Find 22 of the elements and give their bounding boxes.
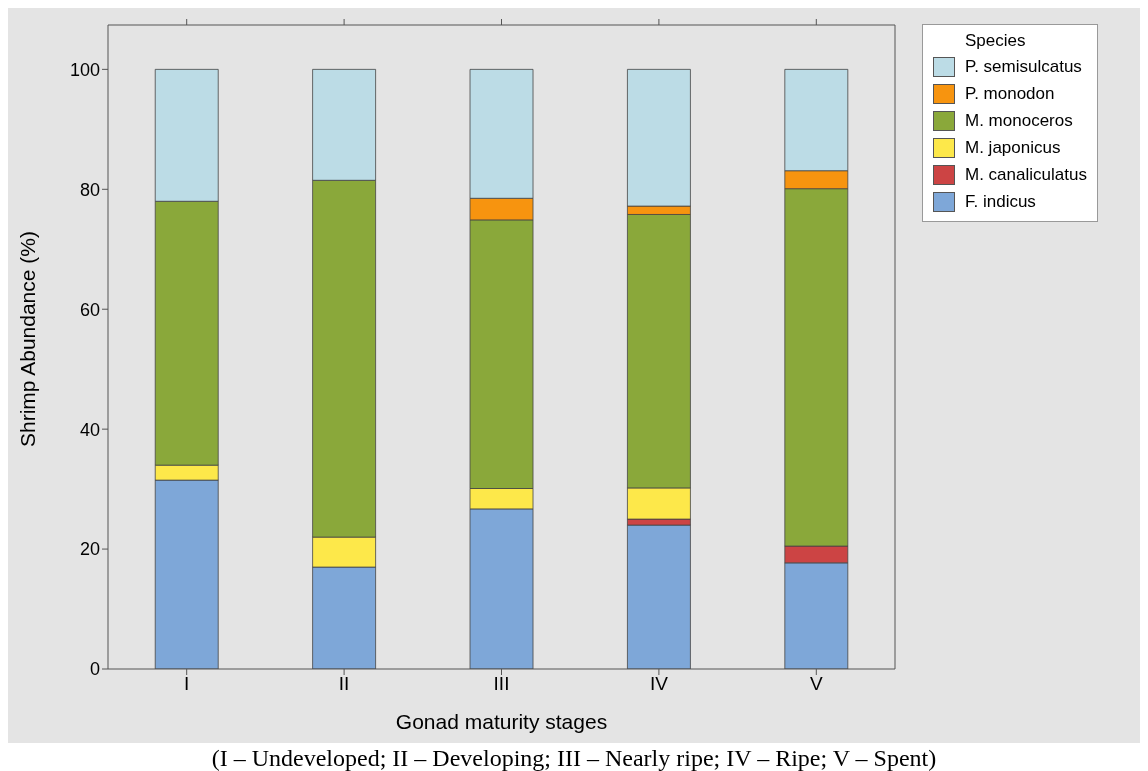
y-tick-label: 80	[79, 179, 100, 200]
x-tick-label: I	[184, 673, 190, 695]
y-tick-label: 20	[79, 539, 100, 560]
legend-label: P. semisulcatus	[965, 56, 1082, 77]
x-tick-label: IV	[649, 673, 669, 695]
x-tick-label: III	[493, 673, 510, 695]
y-tick-label: 40	[79, 419, 100, 440]
legend-label: M. canaliculatus	[965, 164, 1087, 185]
text: (I – Undeveloped; II – Developing; III – Nearly ripe; IV – Ripe; V – Spent)	[210, 745, 938, 771]
x-axis-title: Gonad maturity stages	[395, 710, 608, 733]
y-tick-label: 60	[79, 299, 100, 320]
x-tick-label: V	[809, 673, 823, 695]
legend-label: P. monodon	[965, 83, 1055, 104]
x-tick-label: II	[338, 673, 350, 695]
legend-label: M. monoceros	[965, 110, 1073, 131]
bar	[627, 524, 691, 669]
y-tick-label: 0	[89, 659, 100, 680]
legend-label: F. indicus	[965, 191, 1036, 212]
legend-title: Species	[965, 31, 1027, 51]
y-tick-label: 100	[69, 59, 100, 80]
legend-label: M. japonicus	[965, 137, 1061, 158]
y-axis-title: Shrimp Abundance (%)	[16, 231, 40, 447]
